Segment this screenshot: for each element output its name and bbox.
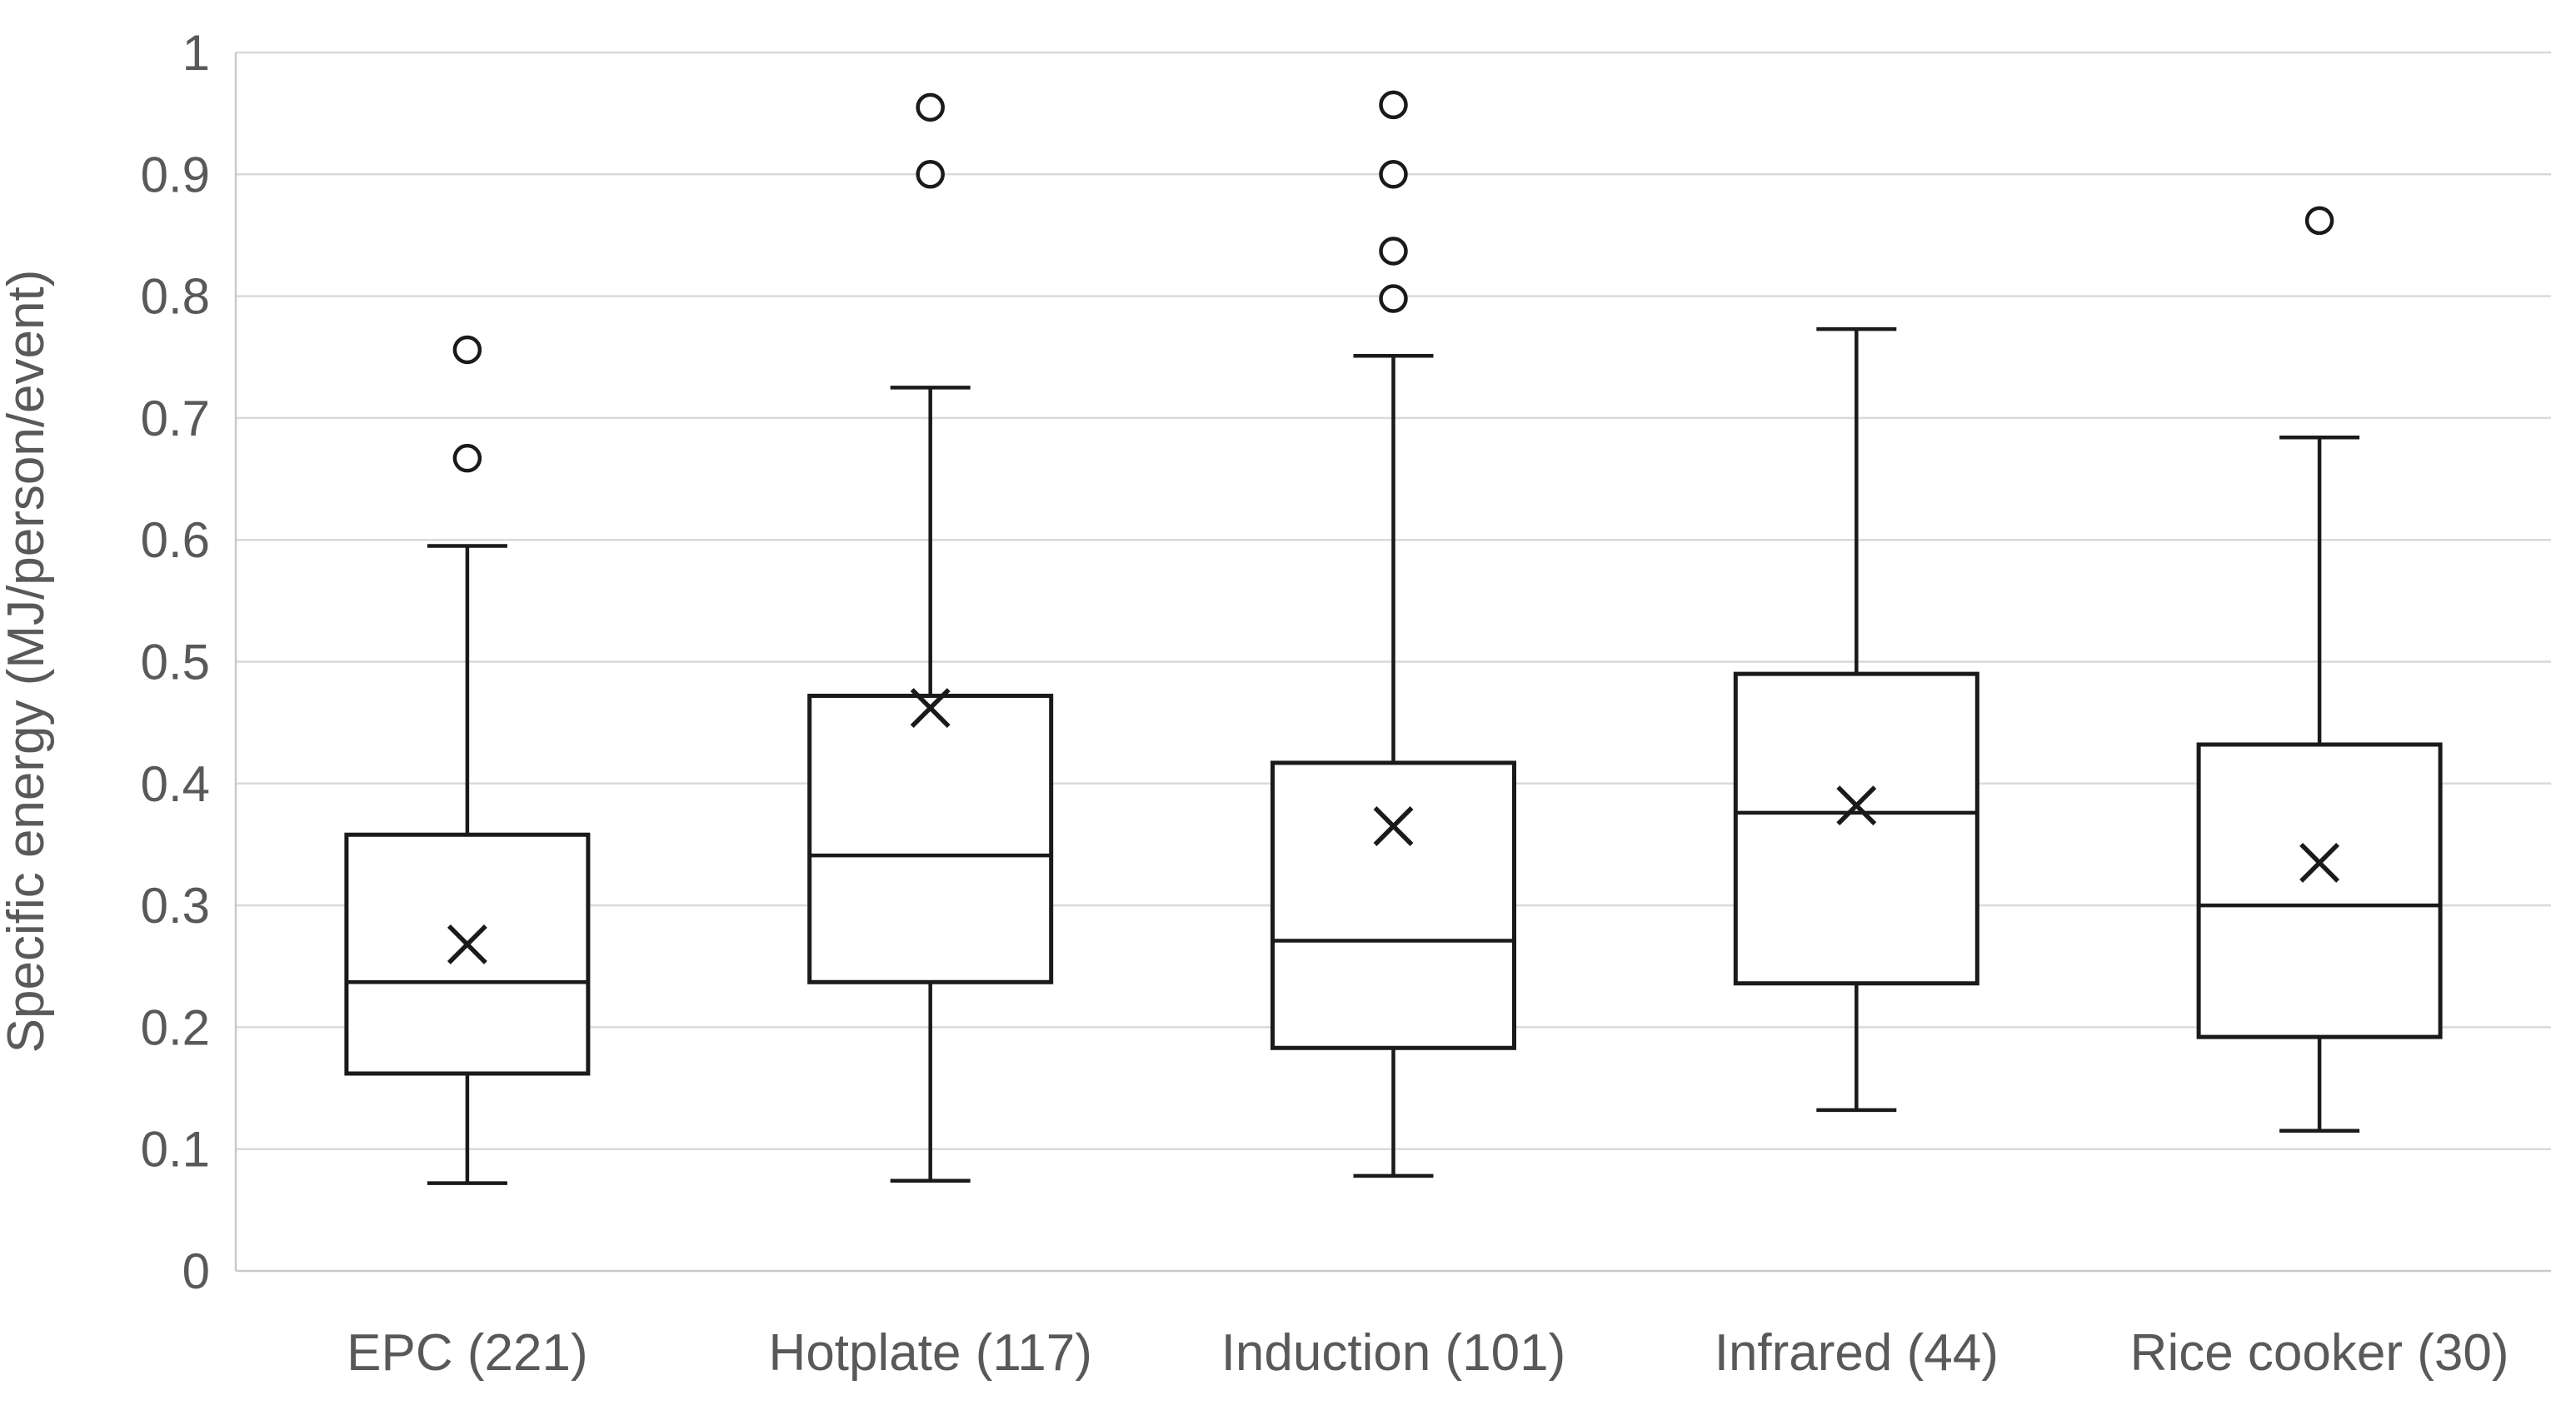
mean-marker <box>1373 806 1414 846</box>
outlier-point <box>452 443 482 473</box>
y-tick-label: 0.5 <box>141 635 210 690</box>
outlier-point <box>1379 90 1408 120</box>
x-category-label: Rice cooker (30) <box>2130 1324 2509 1382</box>
box-whisker-group <box>344 335 591 1185</box>
y-tick-label: 0.3 <box>141 878 210 934</box>
labels-layer: Specific energy (MJ/person/event) 0 0.1 0.… <box>0 25 2509 1382</box>
y-tick-label: 1 <box>182 25 210 81</box>
outlier-point <box>916 92 945 122</box>
box-whisker-group <box>807 92 1054 1183</box>
outlier-point <box>452 335 482 365</box>
box-rect <box>2196 742 2443 1039</box>
box-whisker-group <box>2196 206 2443 1133</box>
mean-marker <box>2299 842 2340 883</box>
mean-marker <box>910 688 951 729</box>
y-tick-label: 0.2 <box>141 999 210 1055</box>
box-rect <box>1271 760 1516 1050</box>
box-rect <box>807 693 1054 984</box>
series-layer <box>344 90 2443 1185</box>
y-axis-title: Specific energy (MJ/person/event) <box>0 270 55 1054</box>
y-tick-label: 0.8 <box>141 269 210 325</box>
box-whisker-group <box>1271 90 1516 1178</box>
y-tick-label: 0 <box>182 1243 210 1299</box>
y-tick-label: 0.6 <box>141 512 210 568</box>
outlier-point <box>1379 160 1408 189</box>
box-rect <box>1733 671 1979 986</box>
outlier-point <box>2304 206 2334 236</box>
axes-layer <box>234 52 2551 1273</box>
mean-marker <box>1836 785 1877 826</box>
outlier-point <box>916 160 945 189</box>
x-category-label: Hotplate (117) <box>769 1324 1092 1382</box>
outlier-point <box>1379 237 1408 266</box>
y-tick-label: 0.4 <box>141 756 210 812</box>
x-category-label: Induction (101) <box>1221 1324 1566 1382</box>
x-category-label: EPC (221) <box>347 1324 587 1382</box>
y-tick-label: 0.7 <box>141 391 210 446</box>
y-tick-label: 0.1 <box>141 1122 210 1178</box>
y-tick-label: 0.9 <box>141 147 210 202</box>
mean-marker <box>447 924 487 964</box>
x-category-label: Infrared (44) <box>1715 1324 1999 1382</box>
box-whisker-group <box>1733 326 1979 1113</box>
box-rect <box>344 832 591 1076</box>
outlier-point <box>1379 284 1408 313</box>
